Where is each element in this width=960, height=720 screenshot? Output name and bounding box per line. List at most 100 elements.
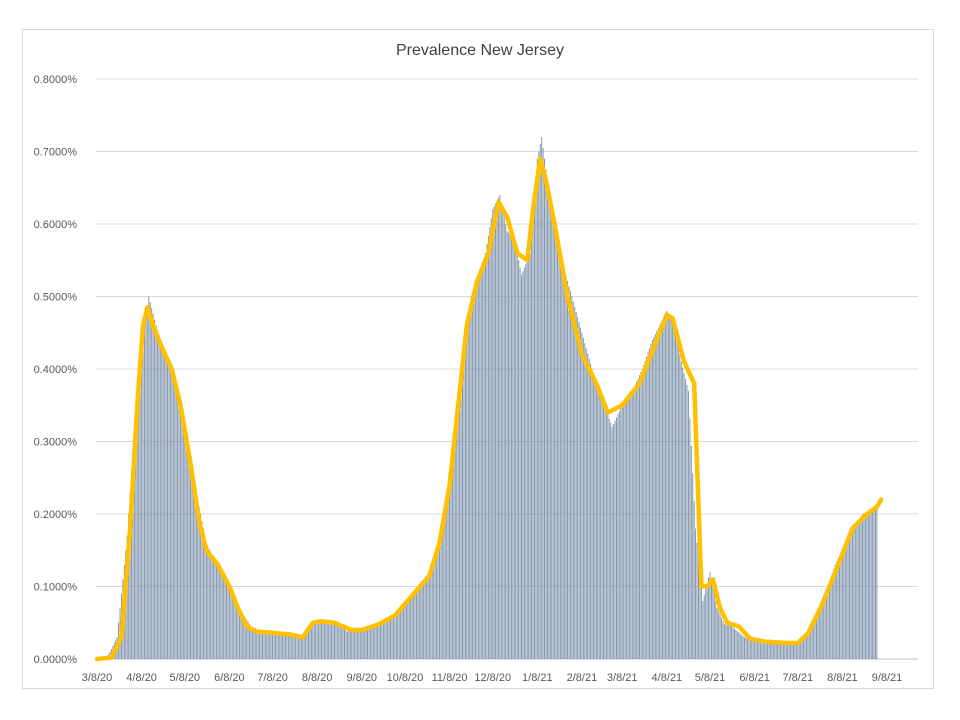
bar (603, 402, 605, 659)
bar (299, 636, 301, 659)
bar (323, 622, 325, 659)
bar (785, 644, 787, 659)
bar (866, 512, 868, 659)
bar (741, 634, 743, 659)
x-tick-label: 8/8/20 (302, 672, 333, 684)
bar (266, 632, 268, 659)
bar (800, 639, 802, 659)
bar (554, 224, 556, 659)
bar (849, 534, 851, 659)
bar (660, 322, 662, 659)
bar (128, 514, 130, 659)
bar (640, 372, 642, 659)
bar (531, 234, 533, 659)
x-tick-label: 4/8/20 (126, 672, 157, 684)
bar (689, 418, 691, 659)
bar (777, 643, 779, 659)
bar (697, 557, 699, 659)
bar (300, 636, 302, 659)
bar (487, 235, 489, 659)
bar (735, 630, 737, 659)
bar (823, 595, 825, 659)
x-tick-label: 2/8/21 (567, 672, 598, 684)
y-tick-label: 0.0000% (34, 654, 78, 666)
bar (489, 226, 491, 659)
y-tick-label: 0.3000% (34, 437, 78, 449)
bar (692, 473, 694, 659)
bar (309, 626, 311, 660)
bar (810, 623, 812, 659)
bar (407, 598, 409, 659)
bar (221, 572, 223, 659)
bar (828, 582, 830, 659)
bar (518, 260, 520, 659)
bar (185, 441, 187, 659)
bar (788, 644, 790, 659)
bar (808, 626, 810, 659)
bar (329, 623, 331, 659)
bar (807, 630, 809, 659)
bar (860, 516, 862, 659)
bar (774, 643, 776, 659)
bar (240, 609, 242, 659)
bar (657, 328, 659, 659)
bar (459, 393, 461, 659)
bar (133, 427, 135, 659)
bar (539, 144, 541, 659)
bar (313, 623, 315, 659)
bar (769, 643, 771, 659)
bar (851, 528, 853, 659)
bar (523, 267, 525, 659)
bar (369, 625, 371, 659)
bar (867, 511, 869, 659)
bar (410, 596, 412, 659)
bar (438, 540, 440, 659)
bar (375, 623, 377, 659)
bar (214, 559, 216, 659)
bar (695, 528, 697, 659)
bar (610, 422, 612, 659)
bar (142, 331, 144, 659)
bar (752, 640, 754, 659)
bar (732, 627, 734, 659)
bar (670, 319, 672, 659)
bar (341, 627, 343, 659)
bar (453, 448, 455, 659)
bar (449, 492, 451, 659)
bar (837, 558, 839, 659)
bar (434, 557, 436, 659)
bar (784, 644, 786, 659)
bar (510, 235, 512, 659)
bar (187, 448, 189, 659)
x-tick-label: 6/8/20 (214, 672, 245, 684)
bar (401, 604, 403, 659)
bar (680, 361, 682, 659)
bar (850, 531, 852, 659)
bar (663, 316, 665, 659)
bar (513, 238, 515, 659)
bar (840, 553, 842, 659)
bar (731, 626, 733, 660)
bar (421, 585, 423, 659)
bar (818, 605, 820, 659)
bar (339, 626, 341, 659)
bar (781, 644, 783, 659)
bar (805, 631, 807, 659)
bar (613, 423, 615, 659)
bar (847, 537, 849, 659)
bar (626, 399, 628, 659)
bar (729, 625, 731, 659)
bar (335, 624, 337, 659)
bar (391, 615, 393, 659)
bar (285, 634, 287, 659)
bar (562, 265, 564, 659)
bar (365, 627, 367, 659)
bar (544, 158, 546, 659)
bar (561, 260, 563, 659)
bar (826, 589, 828, 659)
bar (536, 158, 538, 659)
bar (742, 636, 744, 659)
bar (165, 353, 167, 659)
bar (758, 641, 760, 659)
y-tick-label: 0.7000% (34, 147, 78, 159)
